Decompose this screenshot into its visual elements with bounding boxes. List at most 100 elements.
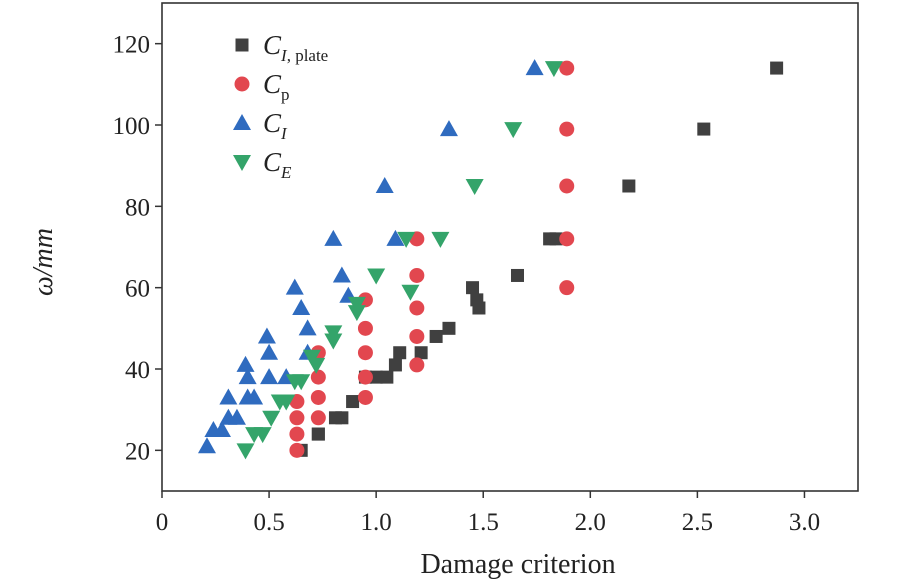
point-circle bbox=[289, 442, 305, 458]
point-circle bbox=[310, 410, 326, 426]
point-square bbox=[369, 370, 383, 384]
x-tick-labels: 0 0.5 1.0 1.5 2.0 2.5 3.0 bbox=[156, 509, 820, 536]
point-square bbox=[380, 370, 394, 384]
point-square bbox=[429, 329, 443, 343]
point-square bbox=[414, 346, 428, 360]
point-square bbox=[510, 268, 524, 282]
point-square bbox=[697, 122, 711, 136]
legend-label: CI, plate bbox=[263, 30, 328, 65]
legend-label: Cp bbox=[263, 69, 290, 104]
point-square bbox=[622, 179, 636, 193]
point-circle bbox=[310, 389, 326, 405]
point-triangle-up bbox=[324, 229, 343, 246]
point-triangle-up bbox=[439, 120, 458, 137]
series-triangle-down bbox=[236, 61, 563, 460]
legend-marker-triangle-up bbox=[233, 114, 251, 130]
plot-frame bbox=[161, 2, 859, 492]
legend-marker-square bbox=[235, 38, 249, 52]
point-triangle-up bbox=[260, 368, 279, 385]
point-triangle-up bbox=[375, 177, 394, 193]
y-tick-label: 80 bbox=[125, 194, 150, 221]
point-square bbox=[472, 301, 486, 315]
point-square bbox=[442, 321, 456, 335]
point-triangle-down bbox=[236, 443, 255, 460]
point-triangle-down bbox=[307, 357, 326, 374]
point-triangle-down bbox=[401, 284, 420, 301]
point-square bbox=[549, 232, 563, 246]
x-tick-label: 2.5 bbox=[682, 509, 713, 536]
point-triangle-down bbox=[347, 305, 366, 322]
point-triangle-up bbox=[227, 408, 246, 425]
point-triangle-up bbox=[260, 343, 279, 360]
point-triangle-up bbox=[525, 59, 544, 76]
point-triangle-down bbox=[262, 410, 281, 427]
y-tick-label: 100 bbox=[113, 113, 151, 140]
point-triangle-down bbox=[504, 122, 523, 139]
point-circle bbox=[559, 280, 575, 296]
y-tick-label: 60 bbox=[125, 276, 150, 303]
x-axis-title: Damage criterion bbox=[420, 549, 615, 580]
point-circle bbox=[559, 121, 575, 137]
point-circle bbox=[559, 60, 575, 76]
legend-marker-triangle-down bbox=[233, 155, 251, 171]
point-triangle-up bbox=[212, 421, 231, 437]
y-tick-label: 40 bbox=[125, 357, 150, 384]
x-tick-label: 1.5 bbox=[468, 509, 499, 536]
point-triangle-up bbox=[245, 388, 264, 405]
point-triangle-down bbox=[324, 333, 343, 350]
point-circle bbox=[559, 178, 575, 194]
point-triangle-down bbox=[253, 427, 272, 444]
point-circle bbox=[289, 410, 305, 426]
point-square bbox=[335, 411, 349, 425]
axis-ticks bbox=[155, 42, 806, 498]
point-circle bbox=[357, 389, 373, 405]
point-triangle-up bbox=[257, 327, 276, 344]
legend-marker-circle bbox=[234, 76, 250, 92]
y-axis-title: ω/mm bbox=[28, 228, 59, 296]
point-circle bbox=[289, 426, 305, 442]
point-triangle-up bbox=[197, 437, 216, 454]
x-tick-label: 1.0 bbox=[361, 509, 392, 536]
point-triangle-down bbox=[292, 374, 311, 391]
point-triangle-up bbox=[386, 229, 405, 246]
point-triangle-up bbox=[236, 355, 255, 372]
point-triangle-down bbox=[324, 325, 343, 342]
point-triangle-up bbox=[238, 368, 257, 385]
point-triangle-up bbox=[285, 278, 304, 295]
x-tick-label: 0.5 bbox=[253, 509, 284, 536]
series-circle bbox=[289, 60, 575, 458]
point-triangle-up bbox=[292, 299, 311, 315]
point-square bbox=[466, 281, 480, 295]
legend-label: CE bbox=[263, 147, 292, 182]
point-triangle-up bbox=[298, 319, 317, 336]
point-triangle-down bbox=[544, 61, 563, 78]
point-circle bbox=[357, 369, 373, 385]
point-square bbox=[770, 61, 784, 75]
point-triangle-down bbox=[347, 296, 366, 313]
point-circle bbox=[409, 357, 425, 373]
point-circle bbox=[559, 231, 575, 247]
y-tick-labels: 20 40 60 80 100 120 bbox=[113, 32, 151, 466]
point-circle bbox=[409, 300, 425, 316]
point-triangle-up bbox=[219, 388, 238, 405]
y-tick-label: 20 bbox=[125, 438, 150, 465]
point-circle bbox=[409, 267, 425, 283]
x-tick-label: 2.0 bbox=[575, 509, 606, 536]
legend: CI, plate Cp CI CE bbox=[233, 30, 328, 182]
point-triangle-down bbox=[465, 179, 484, 195]
series-triangle-up bbox=[197, 59, 544, 454]
point-circle bbox=[357, 345, 373, 361]
point-circle bbox=[310, 369, 326, 385]
data-points bbox=[197, 59, 784, 460]
point-circle bbox=[409, 328, 425, 344]
point-square bbox=[393, 346, 407, 360]
point-triangle-down bbox=[431, 231, 450, 248]
x-tick-label: 3.0 bbox=[789, 509, 820, 536]
point-triangle-down bbox=[367, 268, 386, 285]
point-triangle-down bbox=[277, 394, 296, 411]
point-square bbox=[311, 427, 325, 441]
point-square bbox=[388, 358, 402, 372]
point-circle bbox=[357, 320, 373, 336]
legend-label: CI bbox=[263, 108, 288, 143]
point-square bbox=[346, 395, 360, 409]
